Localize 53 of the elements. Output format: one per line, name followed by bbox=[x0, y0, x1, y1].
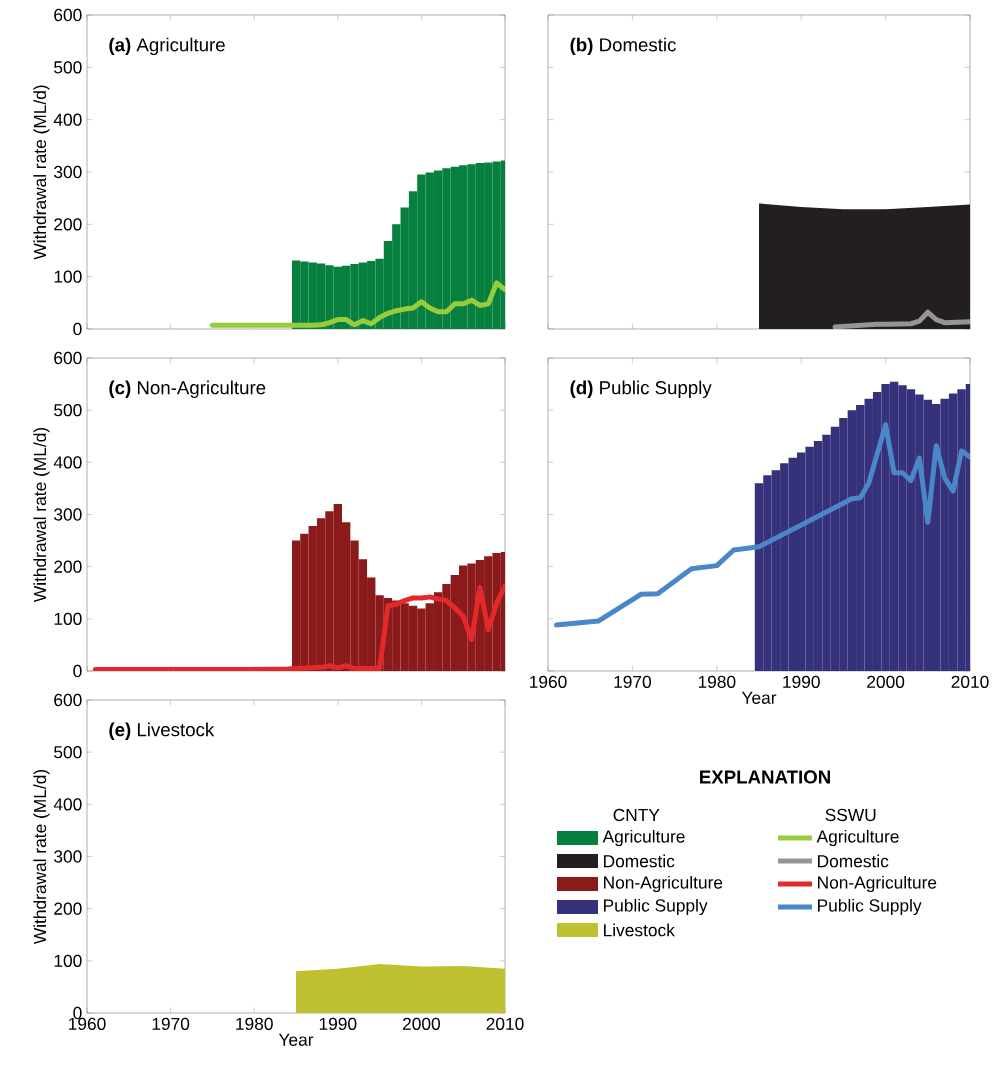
category-label: Non-Agriculture bbox=[604, 875, 723, 893]
text: (b) Domestic bbox=[570, 37, 676, 56]
text: EXPLANATION bbox=[700, 770, 830, 784]
x-tick-label: 2010 bbox=[951, 675, 989, 688]
text: (e) Livestock bbox=[109, 722, 215, 740]
y-tick-label: 500 bbox=[54, 746, 82, 759]
category-label: Domestic bbox=[818, 854, 889, 868]
x-tick-label: 1990 bbox=[319, 1017, 357, 1030]
y-tick-label: 600 bbox=[54, 693, 82, 707]
x-tick-label: 1990 bbox=[783, 675, 820, 688]
x-tick-label: 1960 bbox=[530, 675, 567, 688]
y-tick-label: 600 bbox=[54, 351, 82, 365]
y-tick-label: 100 bbox=[54, 954, 82, 967]
y-tick-label: 400 bbox=[53, 798, 82, 811]
y-tick-label: 200 bbox=[54, 218, 82, 231]
y-tick-label: 100 bbox=[54, 612, 82, 625]
y-tick-label: 400 bbox=[53, 113, 82, 126]
x-tick-label: 1970 bbox=[152, 1017, 190, 1030]
y-tick-label: 300 bbox=[54, 850, 82, 863]
y-tick-label: 100 bbox=[54, 270, 82, 283]
x-tick-label: 1980 bbox=[698, 675, 736, 688]
y-tick-label: 500 bbox=[54, 404, 82, 417]
category-label: Livestock bbox=[604, 923, 675, 937]
text: (c) Non-Agriculture bbox=[109, 380, 266, 398]
x-axis-title: Year bbox=[741, 691, 777, 704]
x-tick-label: 2000 bbox=[403, 1017, 441, 1030]
category-label: Agriculture bbox=[816, 829, 899, 847]
category-label: Non-Agriculture bbox=[818, 875, 937, 893]
y-axis-title: Withdrawal rate (ML/d) bbox=[33, 427, 50, 603]
y-axis-title: Withdrawal rate (ML/d) bbox=[33, 85, 50, 260]
text: (a) Agriculture bbox=[109, 37, 225, 56]
y-tick-label: 200 bbox=[54, 560, 82, 573]
x-tick-label: 1970 bbox=[614, 675, 652, 688]
y-tick-label: 0 bbox=[73, 664, 82, 678]
y-tick-label: 500 bbox=[54, 61, 82, 74]
x-tick-label: 1980 bbox=[236, 1017, 273, 1030]
y-tick-label: 0 bbox=[73, 322, 82, 336]
x-tick-label: 2000 bbox=[867, 675, 905, 688]
category-label: Agriculture bbox=[602, 829, 685, 847]
x-axis-title: Year bbox=[278, 1033, 314, 1046]
y-tick-label: 200 bbox=[54, 902, 82, 915]
text: (d) Public Supply bbox=[570, 380, 712, 398]
category-label: Public Supply bbox=[604, 898, 708, 916]
y-axis-title: Withdrawal rate (ML/d) bbox=[33, 769, 50, 945]
y-tick-label: 600 bbox=[54, 8, 82, 22]
y-tick-label: 400 bbox=[53, 456, 82, 469]
x-tick-label: 2010 bbox=[486, 1017, 524, 1030]
category-label: Public Supply bbox=[818, 898, 922, 916]
legend-title: SSWU bbox=[825, 808, 876, 822]
y-tick-label: 300 bbox=[54, 508, 82, 521]
category-label: Domestic bbox=[604, 854, 675, 868]
y-tick-label: 300 bbox=[54, 165, 82, 179]
legend-title: CNTY bbox=[613, 808, 660, 822]
